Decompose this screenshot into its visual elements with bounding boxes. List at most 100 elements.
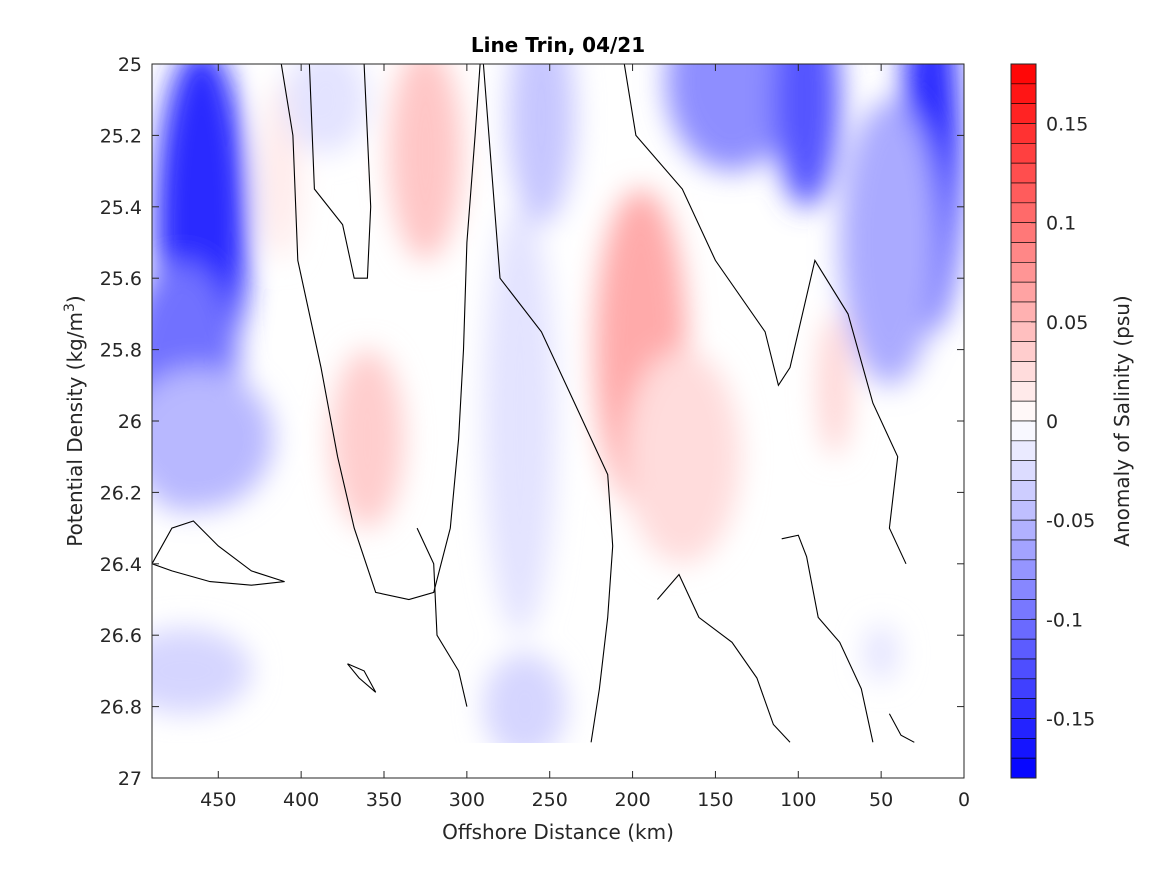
zero-contour-2 [308,64,372,279]
chart-title: Line Trin, 04/21 [471,33,645,57]
colorbar-level [1010,460,1037,481]
anomaly-patch-4 [152,628,252,714]
colorbar-level [1010,500,1037,521]
zero-contour-1 [280,64,481,601]
colorbar-level [1010,301,1037,323]
x-tick-label: 100 [780,789,816,811]
anomaly-patch-13 [624,349,741,564]
colorbar-level [1010,63,1037,85]
zero-contour-8 [781,534,874,743]
plot-area [151,63,965,779]
y-tick-label: 25.8 [100,340,142,362]
colorbar-level [1010,757,1037,779]
x-tick-label: 350 [366,789,402,811]
anomaly-patch-8 [330,349,404,529]
x-tick-label: 150 [697,789,733,811]
anomaly-patch-10 [483,206,557,636]
colorbar-level [1010,718,1037,739]
colorbar-level [1010,599,1037,620]
colorbar-tick-label: 0.15 [1046,114,1088,136]
colorbar-level [1010,539,1037,561]
colorbar-level [1010,738,1037,759]
x-tick-label: 450 [200,789,236,811]
anomaly-patch-11 [483,653,567,761]
colorbar-level [1010,242,1037,263]
colorbar-level [1010,103,1037,124]
colorbar-level [1010,420,1037,442]
x-axis-label: Offshore Distance (km) [442,820,674,844]
zero-contour-4 [623,64,907,565]
y-tick-label: 25.6 [100,268,142,290]
zero-contour-6 [416,527,468,707]
anomaly-patch-19 [864,624,898,682]
colorbar-level [1010,341,1037,362]
colorbar-tick-label: -0.1 [1046,609,1083,631]
colorbar-level [1010,361,1037,382]
y-tick-label: 26.8 [100,697,142,719]
colorbar-level [1010,222,1037,243]
y-axis-label-sup: 3 [62,303,78,312]
anomaly-patch-15 [773,64,840,207]
colorbar-level [1010,698,1037,719]
x-tick-label: 200 [614,789,650,811]
anomaly-field [152,64,961,761]
y-tick-label: 27 [118,768,142,790]
anomaly-patch-14 [665,64,799,172]
x-tick-label: 50 [869,789,893,811]
zero-contour-7 [656,573,791,743]
x-tick-label: 400 [283,789,319,811]
colorbar-tick-label: 0 [1046,411,1058,433]
zero-contour-10 [888,713,915,743]
colorbar-level [1010,143,1037,164]
colorbar-level [1010,619,1037,640]
x-tick-label: 0 [958,789,970,811]
x-tick-label: 250 [532,789,568,811]
colorbar-level [1010,83,1037,104]
colorbar-level [1010,638,1037,660]
colorbar-level [1010,182,1037,204]
colorbar-level [1010,123,1037,144]
colorbar-tick-label: 0.1 [1046,213,1076,235]
colorbar-level [1010,579,1037,600]
colorbar-tick-label: -0.05 [1046,510,1095,532]
y-axis-label: Potential Density (kg/m3) [62,295,87,546]
colorbar-level [1010,440,1037,461]
x-axis: 450 400 350 300 250 200 150 100 50 0 [200,64,970,811]
colorbar-level [1010,400,1037,422]
y-tick-label: 26 [118,411,142,433]
colorbar-tick-label: 0.05 [1046,312,1088,334]
colorbar-level [1010,678,1037,699]
anomaly-patch-16 [818,313,852,457]
anomaly-patch-6 [284,64,368,154]
y-tick-label: 25 [118,54,142,76]
colorbar-level [1010,658,1037,680]
anomaly-patch-9 [508,64,575,225]
zero-contour-9 [347,663,377,693]
y-tick-label: 26.2 [100,482,142,504]
colorbar-level [1010,480,1037,501]
colorbar-level [1010,281,1037,303]
x-tick-label: 300 [449,789,485,811]
anomaly-patch-18 [839,99,940,386]
colorbar-level [1010,162,1037,184]
zero-contours [152,64,915,743]
anomaly-patch-3 [152,367,273,511]
y-tick-label: 26.6 [100,625,142,647]
colorbar-level [1010,519,1037,541]
y-axis-label-main: Potential Density (kg/m [63,312,87,547]
zero-contour-5 [152,520,285,586]
y-tick-label: 26.4 [100,554,142,576]
y-tick-label: 25.4 [100,197,142,219]
colorbar-level [1010,202,1037,223]
zero-contour-3 [482,64,614,743]
colorbar-level [1010,559,1037,580]
colorbar-tick-label: -0.15 [1046,709,1095,731]
colorbar-level [1010,321,1037,342]
y-tick-label: 25.2 [100,125,142,147]
colorbar-level [1010,381,1037,402]
y-axis-label-close: ) [63,295,87,303]
colorbar-label: Anomaly of Salinity (psu) [1110,295,1134,546]
no-data-mask [152,743,964,778]
colorbar: 0.15 0.1 0.05 0 -0.05 -0.1 -0.15 [1010,63,1095,779]
